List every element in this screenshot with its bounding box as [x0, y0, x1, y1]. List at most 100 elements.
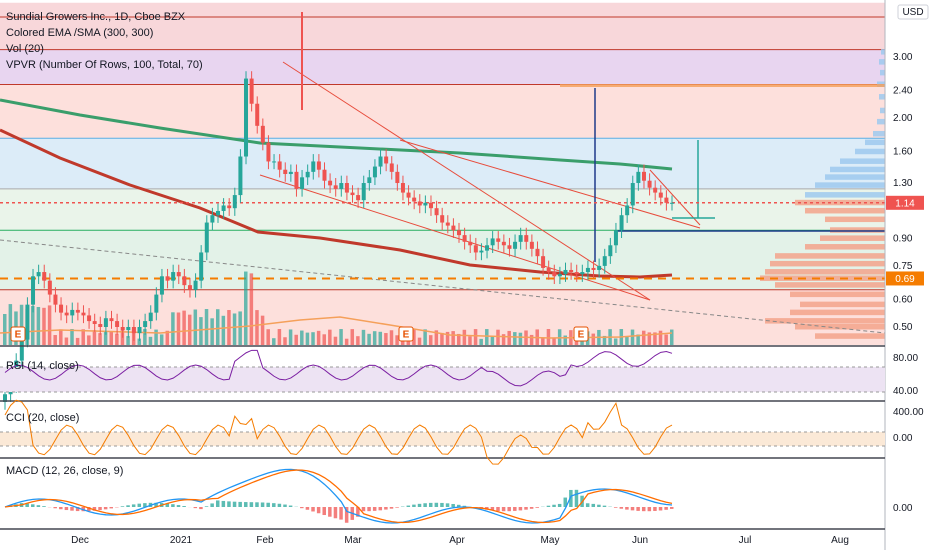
volume-bar: [283, 337, 287, 345]
candle-body: [440, 215, 445, 223]
macd-histogram-bar: [501, 507, 506, 512]
volume-bar: [64, 337, 69, 345]
candle-body: [574, 272, 579, 275]
macd-histogram-bar: [322, 507, 326, 516]
candle-body: [339, 183, 344, 189]
candle-body: [59, 304, 64, 313]
volume-bar: [546, 329, 551, 345]
candle-body: [535, 248, 540, 257]
signal-line: [4, 469, 673, 524]
macd-histogram-bar: [272, 503, 276, 507]
candle-body: [529, 241, 534, 249]
candle-body: [630, 183, 635, 206]
volume-bar: [653, 332, 657, 345]
macd-histogram-bar: [356, 507, 360, 517]
level-tag: [886, 271, 924, 286]
macd-histogram-bar: [552, 504, 556, 507]
vpvr-bar: [815, 333, 885, 339]
macd-histogram-bar: [569, 489, 573, 507]
macd-histogram-bar: [389, 507, 394, 509]
candle-body: [490, 238, 495, 246]
candle-body: [602, 256, 607, 266]
macd-histogram-bar: [98, 507, 102, 511]
macd-histogram-bar: [126, 505, 130, 507]
macd-histogram-bar: [283, 504, 287, 507]
volume-bar: [148, 336, 153, 345]
volume-bar: [311, 332, 315, 345]
volume-bar: [451, 331, 455, 345]
macd-histogram-bar: [384, 507, 388, 510]
candle-body: [126, 327, 131, 331]
macd-histogram-bar: [664, 507, 668, 510]
volume-bar: [8, 304, 13, 345]
candle-body: [457, 230, 462, 236]
macd-histogram-bar: [53, 507, 57, 509]
candle-body: [148, 312, 153, 322]
time-tick: 2021: [170, 535, 193, 546]
earnings-marker: [10, 326, 26, 342]
candle-body: [255, 103, 260, 126]
time-tick: Dec: [71, 535, 89, 546]
vpvr-bar: [879, 59, 885, 65]
macd-histogram-bar: [563, 497, 568, 507]
candle-body: [131, 327, 136, 334]
indicator-vpvr: VPVR (Number Of Rows, 100, Total, 70): [6, 59, 203, 71]
volume-bar: [507, 330, 511, 345]
candle-body: [356, 195, 361, 201]
volume-bar: [344, 338, 349, 345]
volume-bar: [473, 329, 478, 345]
candle-body: [120, 327, 125, 331]
volume-bar: [137, 338, 142, 345]
macd-title: MACD (12, 26, close, 9): [6, 465, 123, 477]
volume-bar: [272, 338, 276, 345]
cci-tick: 400.00: [893, 407, 924, 418]
candle-body: [350, 192, 355, 196]
macd-histogram-bar: [361, 507, 366, 512]
candle-body: [552, 272, 557, 277]
macd-histogram-bar: [641, 507, 646, 512]
candle-body: [238, 156, 243, 196]
macd-histogram-bar: [59, 507, 63, 510]
macd-line: [4, 468, 673, 524]
candle-body: [154, 294, 159, 313]
macd-histogram-bar: [227, 501, 231, 507]
macd-histogram-bar: [232, 501, 237, 507]
volume-bar: [109, 331, 113, 345]
candle-body: [569, 269, 574, 273]
volume-bar: [356, 336, 360, 345]
vpvr-bar: [825, 174, 885, 180]
candle-body: [636, 171, 641, 184]
dashed-trendline: [0, 239, 886, 334]
macd-histogram-bar: [193, 507, 198, 509]
price-tick: 0.75: [893, 261, 913, 272]
price-tick: 2.40: [893, 86, 913, 97]
volume-bar: [81, 329, 85, 345]
macd-histogram-bar: [199, 507, 203, 510]
candle-body: [42, 272, 47, 281]
vpvr-bar: [805, 244, 885, 250]
macd-histogram-bar: [137, 503, 142, 507]
volume-bar: [126, 336, 130, 345]
candle-body: [87, 315, 92, 322]
macd-histogram-bar: [103, 507, 108, 510]
candle-body: [613, 230, 618, 246]
candle-body: [563, 269, 568, 275]
macd-histogram-bar: [305, 507, 310, 510]
macd-histogram-bar: [244, 502, 248, 507]
macd-histogram-bar: [658, 507, 663, 511]
macd-histogram-bar: [417, 503, 422, 507]
vpvr-bar: [830, 166, 885, 173]
candle-body: [372, 166, 377, 178]
level-label: 0.69: [895, 274, 915, 285]
candle-body: [653, 187, 658, 193]
macd-histogram-bar: [557, 503, 562, 507]
macd-histogram-bar: [42, 506, 46, 507]
candle-body: [98, 324, 103, 327]
candle-body: [19, 339, 24, 361]
candle-body: [193, 280, 198, 290]
macd-histogram-bar: [602, 505, 607, 507]
candle-body: [109, 318, 114, 322]
candle-body: [389, 163, 394, 172]
volume-bar: [428, 335, 433, 345]
